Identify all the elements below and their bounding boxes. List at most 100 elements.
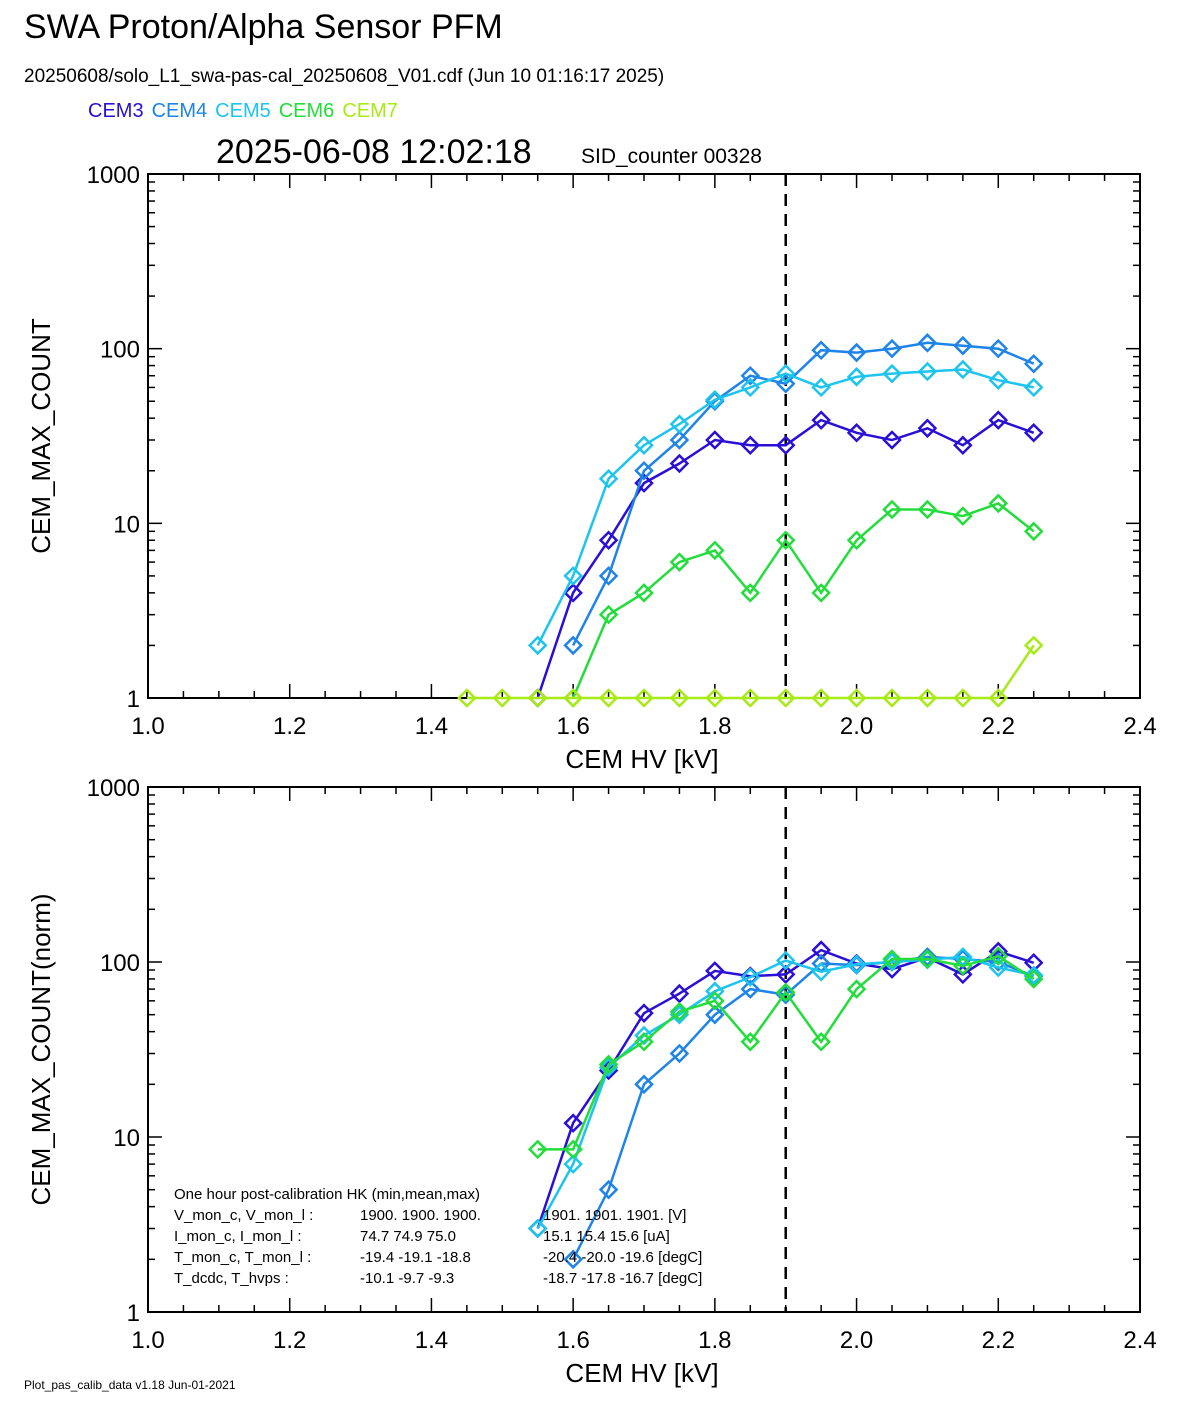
data-point-cem5 [563, 1154, 583, 1174]
data-point-cem6 [1023, 521, 1044, 542]
x-tick-label: 2.4 [1123, 1327, 1156, 1354]
data-point-cem3 [1023, 422, 1044, 443]
data-point-cem6 [917, 949, 938, 969]
page-title: SWA Proton/Alpha Sensor PFM [24, 8, 503, 46]
data-point-cem3 [669, 983, 690, 1004]
data-point-cem4 [740, 365, 761, 386]
data-point-cem5 [988, 957, 1009, 978]
hk-row-c-values: 74.7 74.9 75.0 [360, 1228, 456, 1245]
data-point-cem3 [563, 1113, 583, 1133]
data-point-cem5 [953, 359, 973, 380]
legend-entry-cem4: CEM4 [151, 100, 208, 122]
series-group [527, 940, 1044, 1270]
data-point-cem6 [811, 583, 831, 603]
file-info: 20250608/solo_L1_swa-pas-cal_20250608_V0… [24, 66, 665, 87]
x-tick-label: 1.6 [556, 1327, 589, 1354]
sid-counter: SID_counter 00328 [581, 145, 762, 168]
hk-annotation-title: One hour post-calibration HK (min,mean,m… [174, 1186, 480, 1203]
data-point-cem6 [598, 604, 619, 625]
series-line-cem7 [466, 644, 1035, 700]
data-point-cem4 [811, 340, 831, 360]
data-point-cem7 [811, 688, 831, 708]
hk-row-c-values: 1900. 1900. 1900. [360, 1207, 481, 1224]
hk-row-label: T_mon_c, T_mon_l : [174, 1249, 311, 1266]
x-tick-label: 1.4 [415, 713, 448, 740]
data-point-cem4 [669, 1043, 690, 1064]
x-tick-label: 2.0 [840, 713, 873, 740]
series-line-cem5 [536, 368, 1034, 646]
data-point-cem3 [811, 940, 831, 960]
y-tick-label: 1000 [87, 775, 140, 802]
data-point-cem6 [669, 552, 690, 572]
data-point-cem5 [669, 1004, 690, 1025]
x-tick-label: 2.2 [982, 1327, 1015, 1354]
y-axis-label: CEM_MAX_COUNT(norm) [26, 893, 56, 1205]
data-point-cem7 [457, 688, 477, 708]
data-point-cem4 [775, 984, 796, 1005]
x-tick-label: 1.0 [131, 713, 164, 740]
data-point-cem5 [527, 1218, 548, 1239]
data-point-cem7 [740, 688, 761, 708]
data-point-cem7 [1023, 635, 1044, 656]
data-point-cem4 [563, 1249, 583, 1270]
data-point-cem3 [669, 453, 690, 474]
data-point-cem3 [634, 473, 654, 493]
data-point-cem5 [846, 367, 867, 387]
data-point-cem3 [882, 959, 902, 979]
y-tick-label: 100 [100, 337, 140, 364]
data-point-cem5 [634, 435, 654, 455]
data-point-cem3 [775, 435, 796, 455]
data-point-cem6 [917, 499, 938, 520]
data-point-cem4 [775, 373, 796, 394]
footer-version: Plot_pas_calib_data v1.18 Jun-01-2021 [24, 1378, 236, 1392]
data-point-cem5 [811, 961, 831, 982]
data-point-cem6 [953, 956, 973, 976]
data-point-cem4 [1023, 353, 1044, 374]
data-point-cem3 [775, 964, 796, 985]
hk-row-c-values: -19.4 -19.1 -18.8 [360, 1249, 471, 1266]
data-point-cem3 [705, 961, 725, 981]
data-point-cem6 [775, 982, 796, 1003]
data-point-cem6 [953, 506, 973, 526]
y-tick-label: 10 [113, 511, 140, 538]
data-point-cem4 [634, 1074, 654, 1095]
data-point-cem6 [740, 1032, 761, 1052]
data-point-cem4 [953, 335, 973, 356]
plot-panel-2: 1.0 1.2 1.4 1.6 1.8 2.0 2.2 2.4 1 10 100 1000 CEM HV… [26, 775, 1157, 1388]
data-point-cem5 [740, 967, 761, 987]
hk-annotation: One hour post-calibration HK (min,mean,m… [174, 1186, 702, 1287]
hk-row-l-values: -20.4 -20.0 -19.6 [degC] [543, 1249, 702, 1266]
series-group [457, 333, 1044, 708]
data-point-cem5 [598, 1057, 619, 1078]
data-point-cem5 [705, 389, 725, 410]
x-tick-label: 1.8 [698, 1327, 731, 1354]
legend-entry-cem7: CEM7 [342, 100, 398, 122]
data-point-cem6 [811, 1032, 831, 1052]
data-point-cem6 [634, 1032, 654, 1052]
y-tick-label: 100 [100, 950, 140, 977]
x-tick-label: 1.8 [698, 713, 731, 740]
data-point-cem6 [634, 583, 654, 603]
data-point-cem3 [846, 422, 867, 443]
data-point-cem6 [988, 493, 1009, 514]
data-point-cem3 [598, 530, 619, 551]
data-point-cem6 [527, 1139, 548, 1160]
x-tick-label: 1.2 [273, 1327, 306, 1354]
data-point-cem3 [740, 435, 761, 455]
data-point-cem6 [705, 540, 725, 561]
data-point-cem5 [1023, 965, 1044, 986]
data-point-cem5 [882, 363, 902, 384]
hk-row-c-values: -10.1 -9.7 -9.3 [360, 1270, 454, 1287]
data-point-cem7 [669, 688, 690, 708]
x-tick-label: 1.4 [415, 1327, 448, 1354]
data-point-cem4 [917, 333, 938, 353]
data-point-cem6 [882, 949, 902, 969]
data-point-cem7 [705, 688, 725, 708]
y-axis-label: CEM_MAX_COUNT [26, 318, 56, 554]
data-point-cem4 [705, 1004, 725, 1025]
data-point-cem3 [634, 1003, 654, 1023]
data-point-cem3 [917, 418, 938, 439]
data-point-cem6 [705, 991, 725, 1011]
data-point-cem7 [598, 688, 619, 708]
x-tick-label: 1.2 [273, 713, 306, 740]
